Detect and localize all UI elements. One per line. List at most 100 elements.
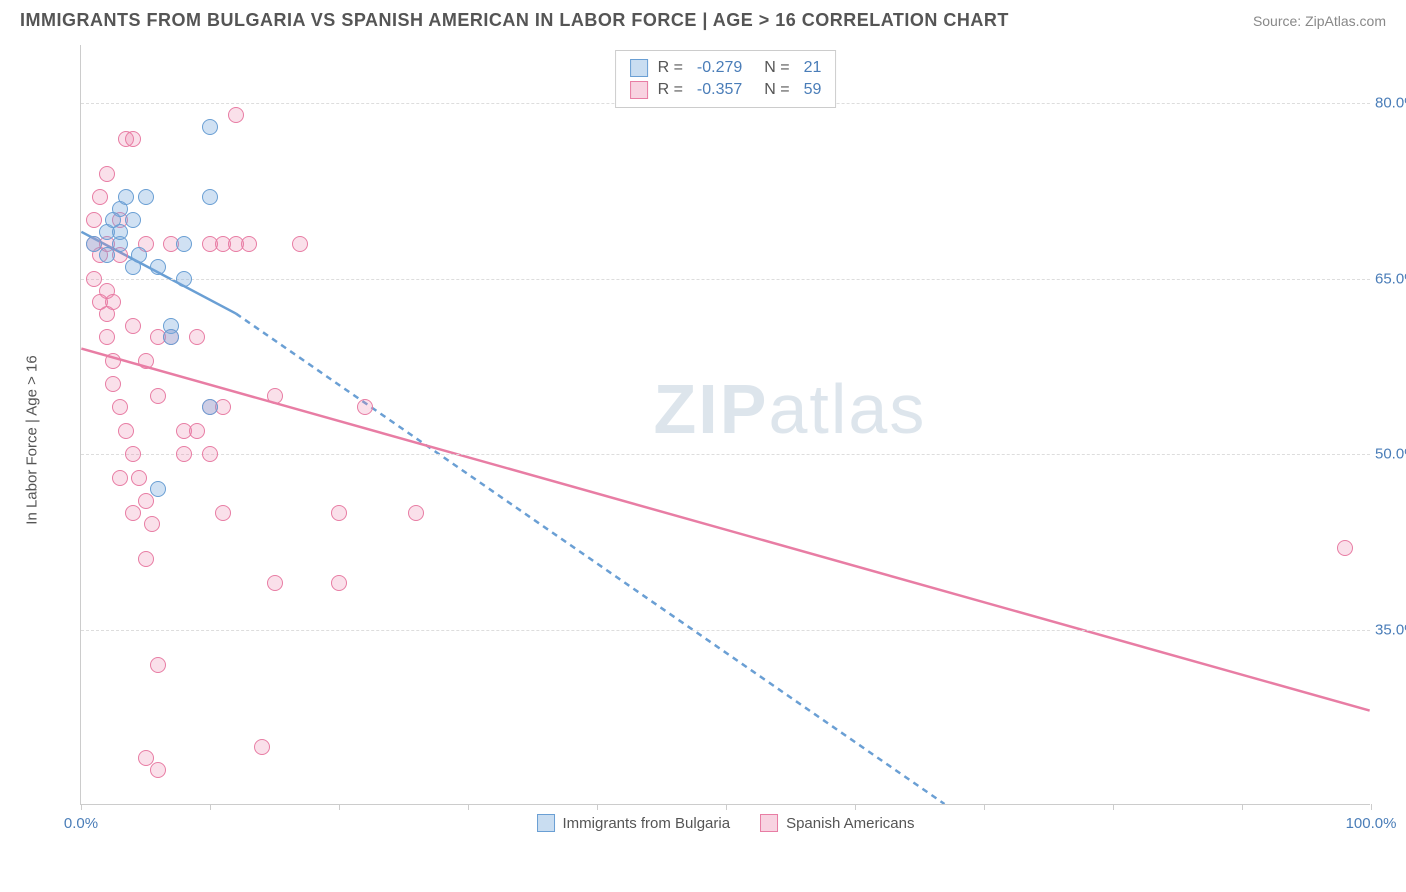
x-tick xyxy=(1371,804,1372,810)
legend-row: R = -0.279 N = 21 xyxy=(630,57,822,79)
data-point xyxy=(254,739,270,755)
n-value: 21 xyxy=(804,59,822,77)
data-point xyxy=(112,224,128,240)
plot-area: R = -0.279 N = 21 R = -0.357 N = 59 ZIPa… xyxy=(80,45,1370,805)
data-point xyxy=(125,131,141,147)
x-tick xyxy=(597,804,598,810)
data-point xyxy=(86,271,102,287)
data-point xyxy=(99,166,115,182)
data-point xyxy=(138,551,154,567)
n-value: 59 xyxy=(804,81,822,99)
grid-line xyxy=(81,454,1370,455)
x-tick xyxy=(468,804,469,810)
data-point xyxy=(105,353,121,369)
data-point xyxy=(138,353,154,369)
data-point xyxy=(150,481,166,497)
data-point xyxy=(105,376,121,392)
swatch-pink-icon xyxy=(760,814,778,832)
x-tick xyxy=(1113,804,1114,810)
data-point xyxy=(112,470,128,486)
data-point xyxy=(215,505,231,521)
r-value: -0.279 xyxy=(697,59,742,77)
chart-title: IMMIGRANTS FROM BULGARIA VS SPANISH AMER… xyxy=(20,10,1009,31)
x-tick xyxy=(1242,804,1243,810)
r-label: R = xyxy=(658,81,683,99)
swatch-blue-icon xyxy=(630,59,648,77)
legend-label: Spanish Americans xyxy=(786,815,914,832)
data-point xyxy=(138,750,154,766)
data-point xyxy=(138,189,154,205)
y-tick-label: 50.0% xyxy=(1375,446,1406,463)
legend-label: Immigrants from Bulgaria xyxy=(563,815,731,832)
x-tick xyxy=(726,804,727,810)
data-point xyxy=(150,762,166,778)
data-point xyxy=(176,446,192,462)
swatch-blue-icon xyxy=(537,814,555,832)
data-point xyxy=(202,189,218,205)
data-point xyxy=(131,247,147,263)
y-axis-label: In Labor Force | Age > 16 xyxy=(24,355,41,524)
data-point xyxy=(144,516,160,532)
data-point xyxy=(99,329,115,345)
legend-row: R = -0.357 N = 59 xyxy=(630,79,822,101)
data-point xyxy=(92,294,108,310)
x-tick xyxy=(984,804,985,810)
y-tick-label: 80.0% xyxy=(1375,95,1406,112)
data-point xyxy=(125,318,141,334)
data-point xyxy=(138,493,154,509)
n-label: N = xyxy=(764,59,789,77)
r-label: R = xyxy=(658,59,683,77)
x-tick xyxy=(81,804,82,810)
data-point xyxy=(176,236,192,252)
n-label: N = xyxy=(764,81,789,99)
data-point xyxy=(331,505,347,521)
grid-line xyxy=(81,630,1370,631)
x-tick xyxy=(339,804,340,810)
swatch-pink-icon xyxy=(630,81,648,99)
data-point xyxy=(163,329,179,345)
data-point xyxy=(131,470,147,486)
data-point xyxy=(189,423,205,439)
data-point xyxy=(99,247,115,263)
data-point xyxy=(292,236,308,252)
data-point xyxy=(86,236,102,252)
data-point xyxy=(150,259,166,275)
data-point xyxy=(125,212,141,228)
data-point xyxy=(267,575,283,591)
legend-item: Immigrants from Bulgaria xyxy=(537,814,731,832)
data-point xyxy=(86,212,102,228)
x-tick-label: 100.0% xyxy=(1346,815,1397,832)
watermark: ZIPatlas xyxy=(654,369,927,449)
data-point xyxy=(150,388,166,404)
data-point xyxy=(189,329,205,345)
data-point xyxy=(92,189,108,205)
data-point xyxy=(228,107,244,123)
legend-item: Spanish Americans xyxy=(760,814,914,832)
data-point xyxy=(112,399,128,415)
data-point xyxy=(202,236,218,252)
x-tick xyxy=(855,804,856,810)
trend-lines xyxy=(81,45,1370,804)
correlation-legend: R = -0.279 N = 21 R = -0.357 N = 59 xyxy=(615,50,837,108)
data-point xyxy=(125,505,141,521)
data-point xyxy=(1337,540,1353,556)
data-point xyxy=(357,399,373,415)
r-value: -0.357 xyxy=(697,81,742,99)
source-label: Source: ZipAtlas.com xyxy=(1253,13,1386,29)
data-point xyxy=(331,575,347,591)
x-tick xyxy=(210,804,211,810)
chart-container: In Labor Force | Age > 16 R = -0.279 N =… xyxy=(60,45,1380,835)
data-point xyxy=(150,657,166,673)
series-legend: Immigrants from Bulgaria Spanish America… xyxy=(537,814,915,832)
data-point xyxy=(202,119,218,135)
data-point xyxy=(176,271,192,287)
data-point xyxy=(118,189,134,205)
data-point xyxy=(202,446,218,462)
y-tick-label: 65.0% xyxy=(1375,270,1406,287)
data-point xyxy=(228,236,244,252)
grid-line xyxy=(81,279,1370,280)
data-point xyxy=(408,505,424,521)
data-point xyxy=(118,423,134,439)
y-tick-label: 35.0% xyxy=(1375,621,1406,638)
data-point xyxy=(267,388,283,404)
